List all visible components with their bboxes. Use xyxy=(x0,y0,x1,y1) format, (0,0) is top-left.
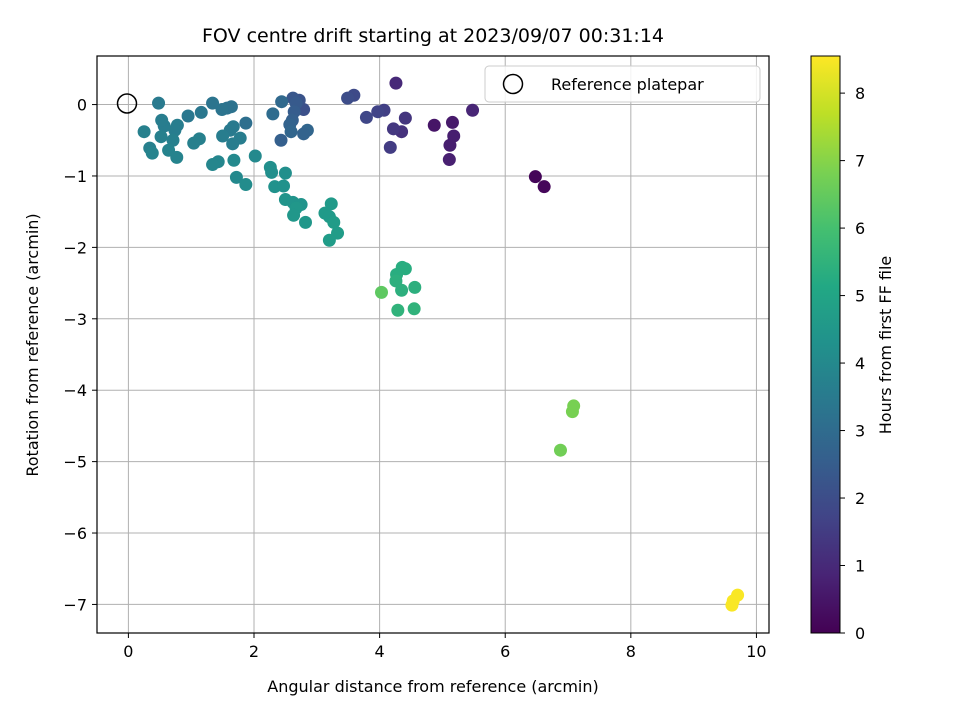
legend-box xyxy=(484,65,761,103)
x-tick-label: 4 xyxy=(375,642,385,661)
x-tick-label: 8 xyxy=(626,642,636,661)
data-point xyxy=(145,146,159,160)
data-point xyxy=(565,405,579,419)
data-point xyxy=(327,215,341,229)
data-point xyxy=(442,153,456,167)
data-point xyxy=(152,96,166,110)
data-point xyxy=(553,443,567,457)
data-point xyxy=(166,133,180,147)
y-tick-label: −2 xyxy=(63,238,87,257)
data-point xyxy=(278,166,292,180)
data-point xyxy=(324,197,338,211)
data-point xyxy=(274,133,288,147)
data-point xyxy=(725,598,739,612)
data-point xyxy=(445,115,459,129)
data-point xyxy=(371,105,385,119)
data-point xyxy=(466,103,480,117)
y-tick-label: −1 xyxy=(63,167,87,186)
y-tick-label: −6 xyxy=(63,524,87,543)
data-point xyxy=(226,137,240,151)
data-point xyxy=(248,149,262,163)
colorbar-tick-label: 4 xyxy=(855,354,865,373)
colorbar: 0 1 2 3 4 5 6 7 8 Hours from first FF file xyxy=(810,55,895,643)
data-point xyxy=(398,111,412,125)
data-point xyxy=(443,138,457,152)
data-point xyxy=(383,140,397,154)
data-point xyxy=(287,208,301,222)
colorbar-gradient xyxy=(810,55,841,634)
data-point xyxy=(386,122,400,136)
colorbar-tick-label: 5 xyxy=(855,287,865,306)
data-point xyxy=(206,158,220,172)
colorbar-tick-label: 2 xyxy=(855,489,865,508)
reference-platepar-marker xyxy=(116,93,138,114)
data-point xyxy=(229,170,243,184)
data-point xyxy=(168,123,182,137)
data-point xyxy=(216,129,230,143)
colorbar-tick-label: 7 xyxy=(855,152,865,171)
data-point xyxy=(427,118,441,132)
data-point xyxy=(154,130,168,144)
y-tick-label: −5 xyxy=(63,453,87,472)
data-point xyxy=(389,76,403,90)
data-point xyxy=(266,107,280,121)
x-tick-label: 2 xyxy=(249,642,259,661)
legend: Reference platepar xyxy=(484,65,761,103)
data-point xyxy=(528,170,542,184)
colorbar-tick-label: 8 xyxy=(855,84,865,103)
plot-frame xyxy=(96,55,770,634)
data-point xyxy=(239,116,253,130)
y-tick-label: 0 xyxy=(77,96,87,115)
grid xyxy=(97,56,769,633)
data-points xyxy=(137,76,745,612)
y-tick-label: −7 xyxy=(63,595,87,614)
data-point xyxy=(395,283,409,297)
colorbar-tick-label: 3 xyxy=(855,422,865,441)
data-point xyxy=(239,178,253,192)
data-point xyxy=(170,150,184,164)
data-point xyxy=(297,127,311,141)
data-point xyxy=(227,153,241,167)
data-point xyxy=(265,165,279,179)
data-point xyxy=(322,233,336,247)
x-tick-label: 6 xyxy=(500,642,510,661)
colorbar-tick-label: 1 xyxy=(855,557,865,576)
data-point xyxy=(187,136,201,150)
data-point xyxy=(341,91,355,105)
data-point xyxy=(155,113,169,127)
y-tick-label: −3 xyxy=(63,310,87,329)
data-point xyxy=(407,302,421,316)
data-point xyxy=(194,105,208,119)
colorbar-tick-label: 0 xyxy=(855,624,865,643)
data-point xyxy=(275,95,289,109)
data-point xyxy=(284,125,298,139)
y-axis-ticks: 0 −1 −2 −3 −4 −5 −6 −7 xyxy=(63,96,97,614)
x-axis-ticks: 0 2 4 6 8 10 xyxy=(123,633,767,661)
legend-entry-reference-platepar: Reference platepar xyxy=(551,75,704,94)
data-point xyxy=(537,180,551,194)
y-axis-label: Rotation from reference (arcmin) xyxy=(23,213,42,476)
chart-title: FOV centre drift starting at 2023/09/07 … xyxy=(202,25,664,47)
data-point xyxy=(137,125,151,139)
data-point xyxy=(375,285,389,299)
colorbar-tick-label: 6 xyxy=(855,219,865,238)
data-point xyxy=(215,103,229,117)
data-point xyxy=(359,110,373,124)
data-point xyxy=(206,96,220,110)
legend-marker xyxy=(502,73,524,95)
data-point xyxy=(277,179,291,193)
data-point xyxy=(391,303,405,317)
data-point xyxy=(181,109,195,123)
data-point xyxy=(299,215,313,229)
data-point xyxy=(408,280,422,294)
colorbar-ticks: 0 1 2 3 4 5 6 7 8 xyxy=(840,84,865,643)
x-tick-label: 0 xyxy=(123,642,133,661)
x-tick-label: 10 xyxy=(746,642,766,661)
y-tick-label: −4 xyxy=(63,381,87,400)
colorbar-label: Hours from first FF file xyxy=(876,256,895,435)
x-axis-label: Angular distance from reference (arcmin) xyxy=(267,677,598,696)
